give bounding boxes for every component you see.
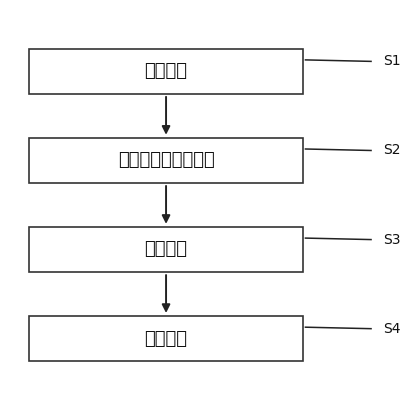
Text: 计算温度补偿值步骤: 计算温度补偿值步骤 <box>117 151 214 169</box>
Bar <box>29 316 303 361</box>
Text: S4: S4 <box>382 322 400 336</box>
Bar <box>29 48 303 94</box>
Text: 采集步骤: 采集步骤 <box>144 62 187 80</box>
Bar <box>29 138 303 183</box>
Text: 修正步骤: 修正步骤 <box>144 240 187 259</box>
Text: S1: S1 <box>382 54 400 69</box>
Bar <box>29 227 303 272</box>
Text: S3: S3 <box>382 232 400 247</box>
Text: 输出步骤: 输出步骤 <box>144 329 187 348</box>
Text: S2: S2 <box>382 143 400 158</box>
